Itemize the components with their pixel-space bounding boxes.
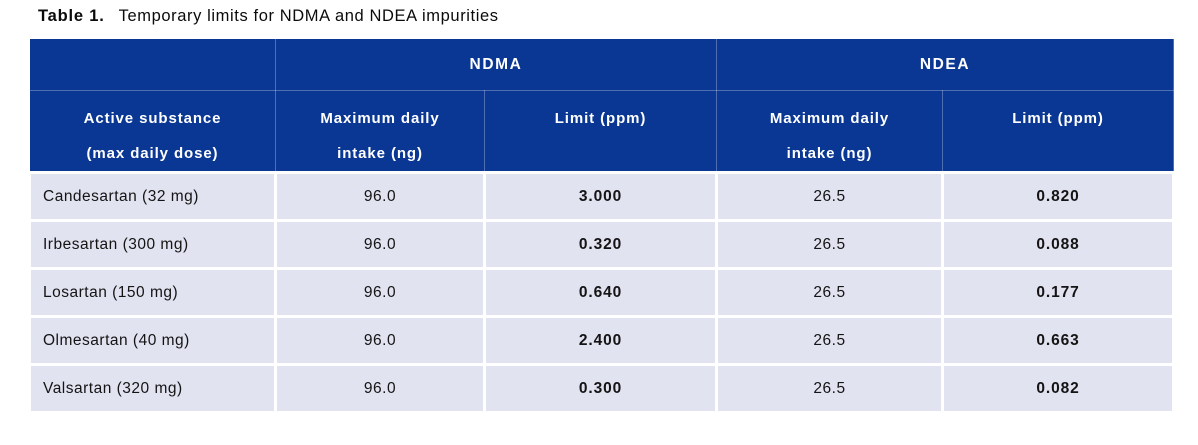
ndea-intake-cell: 26.5 xyxy=(715,267,944,318)
table-body: Candesartan (32 mg) 96.0 3.000 26.5 0.82… xyxy=(28,171,1176,414)
ndma-limit-cell: 3.000 xyxy=(483,171,718,222)
ndma-intake-cell: 96.0 xyxy=(274,315,486,366)
ndma-intake-cell: 96.0 xyxy=(274,267,486,318)
ndma-group-header: NDMA xyxy=(275,38,717,91)
ndea-intake-cell: 26.5 xyxy=(715,363,944,414)
column-header-row: Active substance (max daily dose) Maximu… xyxy=(29,90,1175,173)
ndma-limit-cell: 2.400 xyxy=(483,315,718,366)
ndea-intake-column-header: Maximum daily intake (ng) xyxy=(716,90,943,173)
ndea-group-header: NDEA xyxy=(715,38,1175,91)
substance-column-header: Active substance (max daily dose) xyxy=(29,90,276,173)
substance-header-line1: Active substance xyxy=(83,110,222,127)
substance-header-line2: (max daily dose) xyxy=(86,145,219,162)
table-row: Irbesartan (300 mg) 96.0 0.320 26.5 0.08… xyxy=(28,219,1176,270)
ndma-limit-header-label: Limit (ppm) xyxy=(554,110,647,127)
ndma-limit-cell: 0.320 xyxy=(483,219,718,270)
ndea-intake-header-line1: Maximum daily xyxy=(769,110,890,127)
ndma-intake-header-line2: intake (ng) xyxy=(337,145,423,162)
ndma-intake-cell: 96.0 xyxy=(274,171,486,222)
ndma-limit-column-header: Limit (ppm) xyxy=(484,90,717,173)
ndea-intake-cell: 26.5 xyxy=(715,315,944,366)
corner-cell xyxy=(29,38,276,91)
ndea-limit-cell: 0.820 xyxy=(940,171,1176,222)
ndea-intake-header-line2: intake (ng) xyxy=(786,145,873,162)
ndea-intake-cell: 26.5 xyxy=(715,219,944,270)
substance-cell: Candesartan (32 mg) xyxy=(28,171,277,222)
ndma-intake-cell: 96.0 xyxy=(274,363,486,414)
ndea-limit-cell: 0.082 xyxy=(940,363,1176,414)
ndma-limit-cell: 0.640 xyxy=(483,267,718,318)
table-row: Olmesartan (40 mg) 96.0 2.400 26.5 0.663 xyxy=(28,315,1176,366)
substance-cell: Losartan (150 mg) xyxy=(28,267,277,318)
table-row: Valsartan (320 mg) 96.0 0.300 26.5 0.082 xyxy=(28,363,1176,414)
substance-cell: Valsartan (320 mg) xyxy=(28,363,277,414)
ndea-limit-header-label: Limit (ppm) xyxy=(1012,110,1104,127)
ndma-limit-cell: 0.300 xyxy=(483,363,718,414)
ndea-limit-cell: 0.177 xyxy=(940,267,1176,318)
ndea-limit-cell: 0.663 xyxy=(940,315,1176,366)
limits-table: NDMA NDEA Active substance (max daily do… xyxy=(28,38,1176,414)
ndea-limit-column-header: Limit (ppm) xyxy=(941,90,1175,173)
substance-cell: Olmesartan (40 mg) xyxy=(28,315,277,366)
table-title: Table 1. Temporary limits for NDMA and ND… xyxy=(38,7,499,26)
substance-cell: Irbesartan (300 mg) xyxy=(28,219,277,270)
table-row: Losartan (150 mg) 96.0 0.640 26.5 0.177 xyxy=(28,267,1176,318)
group-header-row: NDMA NDEA xyxy=(29,38,1175,91)
ndma-intake-cell: 96.0 xyxy=(274,219,486,270)
ndea-intake-cell: 26.5 xyxy=(715,171,944,222)
table-row: Candesartan (32 mg) 96.0 3.000 26.5 0.82… xyxy=(28,171,1176,222)
table-title-label: Table 1. xyxy=(38,7,105,25)
table-title-text: Temporary limits for NDMA and NDEA impur… xyxy=(118,7,499,25)
ndea-limit-cell: 0.088 xyxy=(940,219,1176,270)
table-header: NDMA NDEA Active substance (max daily do… xyxy=(29,38,1175,173)
ndma-intake-header-line1: Maximum daily xyxy=(320,110,440,127)
ndma-intake-column-header: Maximum daily intake (ng) xyxy=(275,90,485,173)
